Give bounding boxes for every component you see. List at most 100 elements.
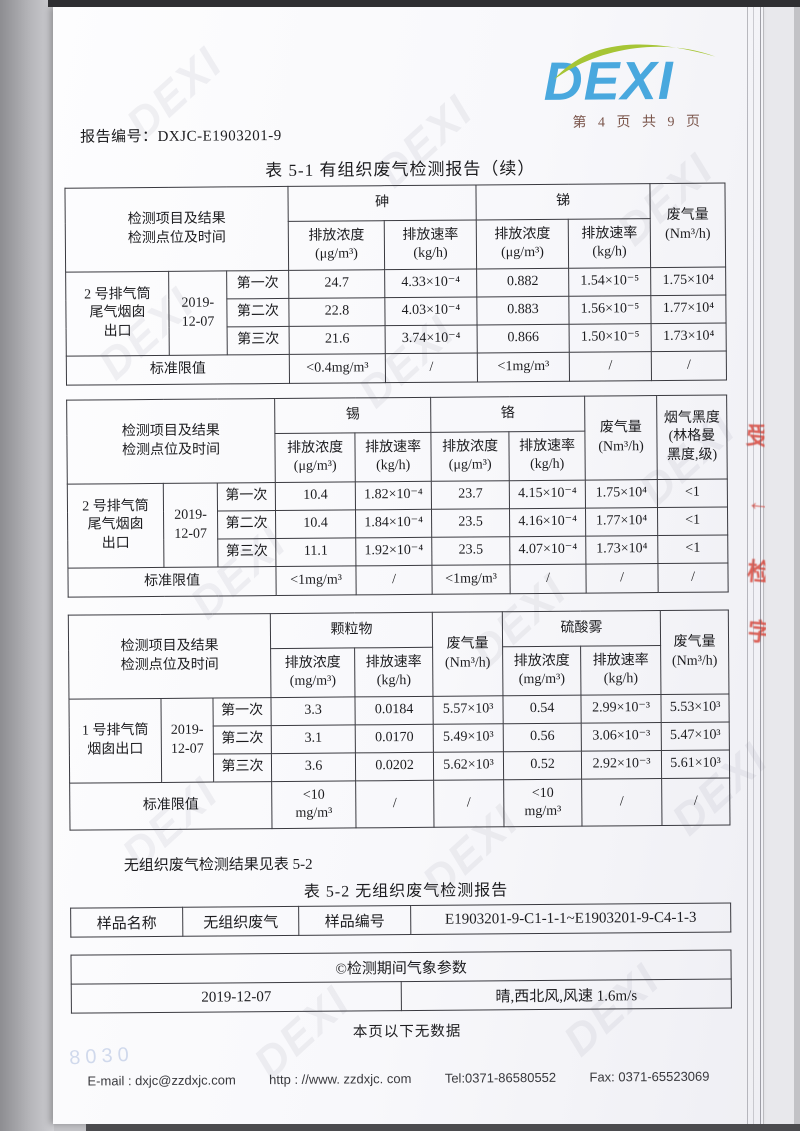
cell-value: 0.882 xyxy=(476,268,569,297)
limit-value: <1mg/m³ xyxy=(275,565,357,596)
weather-date: 2019-12-07 xyxy=(71,981,402,1014)
smoke-blackness-header: 烟气黑度 (林格曼 黑度,级) xyxy=(656,394,728,480)
cell-value: 24.7 xyxy=(288,269,385,299)
site-cell: 1 号排气筒 烟囱出口 xyxy=(68,698,162,784)
run-label: 第一次 xyxy=(212,697,272,727)
run-label: 第三次 xyxy=(227,326,290,355)
date-cell: 2019- 12-07 xyxy=(160,698,214,783)
conc-header: 排放浓度 (μg/m³) xyxy=(274,432,356,483)
cell-value: 5.49×10³ xyxy=(433,723,504,753)
gas-volume-header: 废气量 (Nm³/h) xyxy=(584,395,658,481)
rate-header: 排放速率 (kg/h) xyxy=(580,645,661,696)
table-5-2-sample: 样品名称 无组织废气 样品编号 E1903201-9-C1-1-1~E19032… xyxy=(70,902,731,938)
gas-volume-header: 废气量 (Nm³/h) xyxy=(660,609,729,695)
cell-value: 4.07×10⁻⁴ xyxy=(509,536,586,565)
footer-email: E-mail : dxjc@zzdxjc.com xyxy=(87,1072,236,1089)
limit-value: <1mg/m³ xyxy=(477,352,570,382)
limit-label: 标准限值 xyxy=(67,566,277,598)
table-row: 标准限值 <0.4mg/m³ / <1mg/m³ / / xyxy=(66,350,727,386)
rate-header: 排放速率 (kg/h) xyxy=(354,432,432,482)
cell-value: 1.82×10⁻⁴ xyxy=(355,481,432,510)
rate-header: 排放速率 (kg/h) xyxy=(508,431,586,481)
cell-value: 5.47×10³ xyxy=(661,721,730,751)
limit-value: / xyxy=(385,352,478,383)
conc-header: 排放浓度 (mg/m³) xyxy=(502,646,581,696)
paper: DEXI DEXI DEXI DEXI DEXI DEXI DEXI DEXI … xyxy=(53,7,778,1124)
dexi-logo-graphic: DEXI xyxy=(543,44,716,112)
footer-tel: Tel:0371-86580552 xyxy=(444,1069,557,1086)
cell-value: 1.73×10⁴ xyxy=(585,535,658,565)
limit-label: 标准限值 xyxy=(69,781,273,831)
group-header-tin: 锡 xyxy=(274,397,431,434)
corner-header: 检测项目及结果 检测点位及时间 xyxy=(68,613,272,700)
cell-value: 1.77×10⁴ xyxy=(650,294,727,324)
sample-no-label: 样品编号 xyxy=(298,905,411,936)
dexi-logo: DEXI xyxy=(543,33,722,114)
limit-value: / xyxy=(355,780,435,828)
table-row: 检测项目及结果 检测点位及时间 锡 铬 废气量 (Nm³/h) 烟气黑度 (林格… xyxy=(66,394,728,485)
cell-value: 5.61×10³ xyxy=(661,749,730,779)
limit-value: / xyxy=(509,564,587,594)
table-row: 检测项目及结果 检测点位及时间 砷 锑 废气量 (Nm³/h) xyxy=(64,183,726,273)
run-label: 第三次 xyxy=(217,538,276,567)
limit-value: / xyxy=(581,778,663,827)
site-cell: 2 号排气筒 尾气烟囱 出口 xyxy=(65,271,170,357)
site-cell: 2 号排气筒 尾气烟囱 出口 xyxy=(67,483,164,569)
cell-value: 0.54 xyxy=(502,695,582,724)
limit-value: <0.4mg/m³ xyxy=(289,353,386,384)
cell-value: 5.53×10³ xyxy=(660,693,730,723)
cell-value: 4.33×10⁻⁴ xyxy=(384,268,477,298)
cell-value: 1.92×10⁻⁴ xyxy=(355,537,432,566)
group-header-arsenic: 砷 xyxy=(287,184,477,222)
cell-value: 1.75×10⁴ xyxy=(650,266,726,296)
footer-contact-line: E-mail : dxjc@zzdxjc.com http : //www. z… xyxy=(87,1069,709,1089)
cell-value: 1.73×10⁴ xyxy=(651,322,727,352)
run-label: 第三次 xyxy=(213,753,272,783)
cell-value: <1 xyxy=(657,506,728,536)
faint-stamp-number: 8030 xyxy=(68,1043,135,1070)
report-number: 报告编号：DXJC-E1903201-9 xyxy=(80,127,282,146)
main-body: 表 5-1 有组织废气检测报告（续） 检测项目及结果 检测点位及时间 砷 锑 废… xyxy=(62,152,745,1043)
run-label: 第二次 xyxy=(213,725,272,755)
cell-value: 22.8 xyxy=(288,297,386,327)
weather-condition: 晴,西北风,风速 1.6m/s xyxy=(401,978,732,1011)
cell-value: 1.84×10⁻⁴ xyxy=(355,509,432,538)
limit-value: / xyxy=(661,777,731,826)
sheet-behind-edge xyxy=(764,7,794,1124)
cell-value: 23.5 xyxy=(431,536,510,566)
cell-value: 21.6 xyxy=(289,325,386,355)
cell-value: 1.54×10⁻⁵ xyxy=(568,267,651,297)
gas-volume-header: 废气量 (Nm³/h) xyxy=(432,611,503,697)
cell-value: 1.50×10⁻⁵ xyxy=(569,323,652,353)
table-5-1-title: 表 5-1 有组织废气检测报告（续） xyxy=(265,158,536,181)
sample-name-value: 无组织废气 xyxy=(182,906,299,937)
table-row: 标准限值 <10 mg/m³ / / <10 mg/m³ / / xyxy=(69,777,731,831)
scan-bottom-edge xyxy=(86,1124,800,1131)
cell-value: 1.56×10⁻⁵ xyxy=(568,295,652,325)
cell-value: 0.866 xyxy=(477,324,570,353)
cell-value: 10.4 xyxy=(275,481,356,511)
svg-text:DEXI: DEXI xyxy=(543,51,674,112)
cell-value: 3.1 xyxy=(271,724,356,754)
conc-header: 排放浓度 (μg/m³) xyxy=(430,431,510,482)
cell-value: 3.6 xyxy=(271,752,356,782)
cell-value: 0.883 xyxy=(476,296,570,325)
group-header-antimony: 锑 xyxy=(475,183,651,220)
page-number: 第 4 页 共 9 页 xyxy=(572,114,705,131)
gas-volume-header: 废气量 (Nm³/h) xyxy=(649,183,726,268)
cell-value: 11.1 xyxy=(275,537,356,567)
cell-value: 0.0202 xyxy=(355,752,434,781)
page-edge-line xyxy=(760,7,761,1124)
sample-no-value: E1903201-9-C1-1-1~E1903201-9-C4-1-3 xyxy=(410,902,731,935)
rate-header: 排放速率 (kg/h) xyxy=(384,219,477,270)
footer-fax: Fax: 0371-65523069 xyxy=(589,1068,710,1085)
limit-value: / xyxy=(651,350,727,381)
limit-value: <1mg/m³ xyxy=(431,564,511,595)
table-5-1-tin-chromium: 检测项目及结果 检测点位及时间 锡 铬 废气量 (Nm³/h) 烟气黑度 (林格… xyxy=(66,394,729,598)
cell-value: 0.0170 xyxy=(355,724,434,753)
scan-top-edge xyxy=(48,0,800,7)
conc-header: 排放浓度 (μg/m³) xyxy=(476,219,569,269)
table-5-2-title: 表 5-2 无组织废气检测报告 xyxy=(303,882,509,901)
table-row: 检测项目及结果 检测点位及时间 颗粒物 废气量 (Nm³/h) 硫酸雾 废气量 … xyxy=(68,609,729,700)
